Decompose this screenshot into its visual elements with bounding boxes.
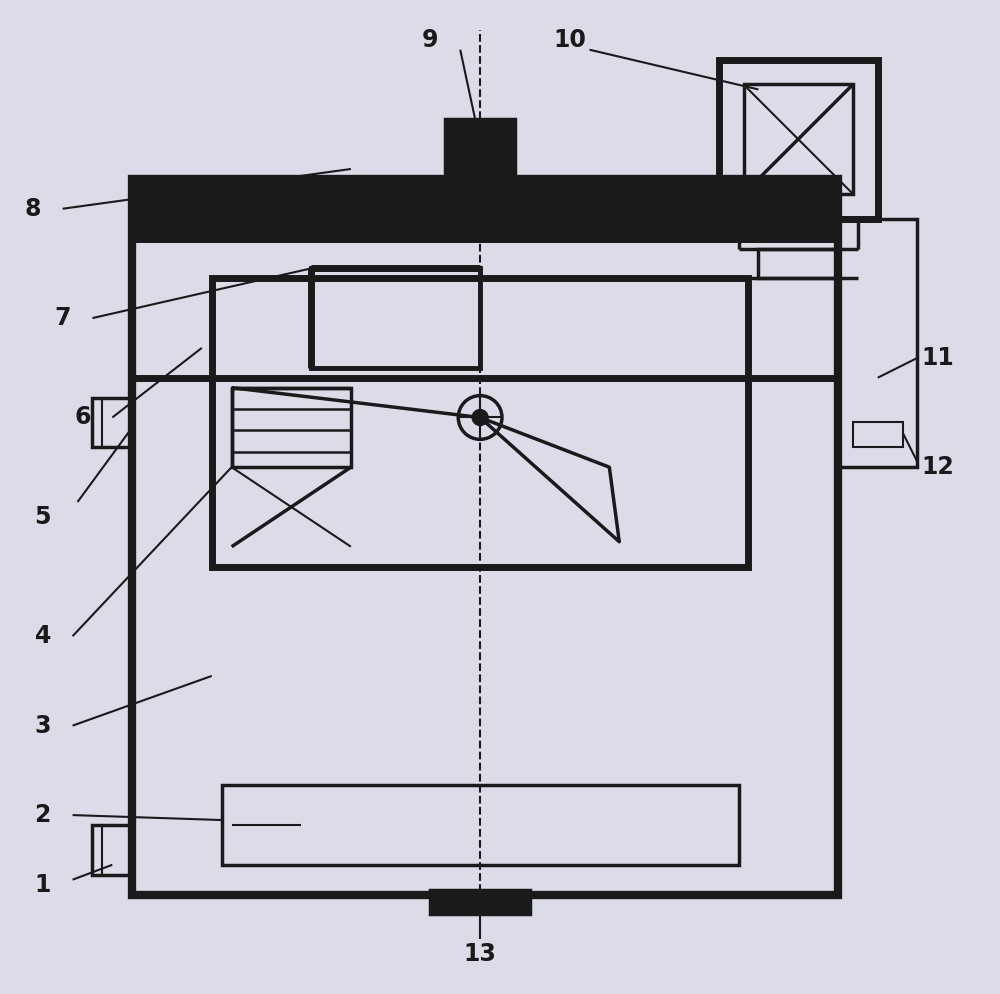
Text: 7: 7 — [54, 306, 71, 330]
Bar — [132, 179, 838, 895]
Bar — [92, 398, 132, 447]
Bar — [838, 219, 917, 467]
Bar — [744, 84, 853, 194]
Text: 9: 9 — [422, 28, 439, 52]
Text: 12: 12 — [921, 455, 954, 479]
Text: 10: 10 — [553, 28, 586, 52]
Text: 6: 6 — [74, 406, 91, 429]
Bar — [132, 179, 838, 239]
Text: 3: 3 — [35, 714, 51, 738]
Text: 13: 13 — [464, 942, 497, 966]
Bar — [758, 248, 838, 278]
Text: 4: 4 — [35, 624, 51, 648]
Bar — [232, 388, 351, 467]
Bar — [445, 119, 515, 239]
Text: 1: 1 — [35, 873, 51, 897]
Bar — [212, 278, 748, 567]
Text: 5: 5 — [35, 505, 51, 529]
Circle shape — [472, 410, 488, 425]
Text: 2: 2 — [35, 803, 51, 827]
Bar — [311, 268, 480, 368]
Bar — [92, 825, 132, 875]
Bar — [719, 60, 878, 219]
Text: 11: 11 — [921, 346, 954, 370]
Bar — [430, 890, 530, 914]
Bar — [853, 422, 903, 447]
Text: 8: 8 — [25, 197, 41, 221]
Bar — [222, 785, 739, 865]
